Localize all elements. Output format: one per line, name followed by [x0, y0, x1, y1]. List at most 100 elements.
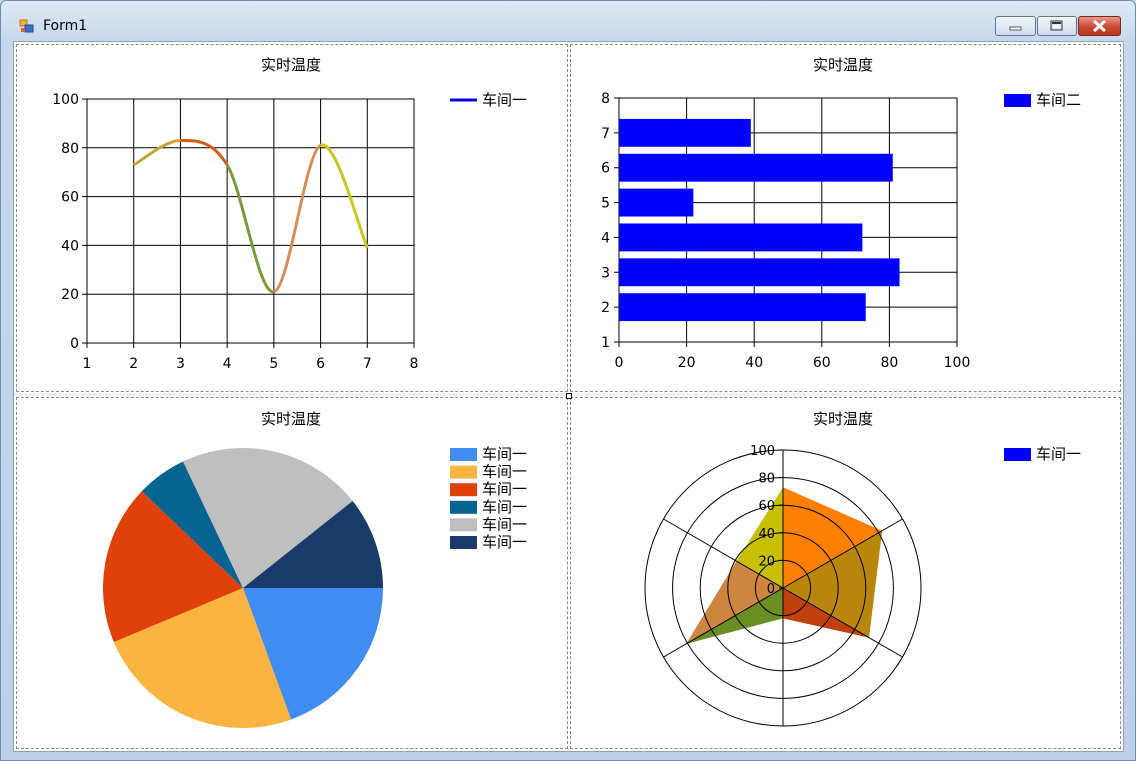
pie-slice [113, 588, 292, 728]
y-tick-label: 100 [52, 92, 79, 108]
x-tick-label: 20 [678, 355, 696, 371]
radial-tick-label: 40 [758, 527, 775, 542]
x-tick-label: 1 [83, 356, 92, 372]
legend-label: 车间一 [482, 463, 527, 481]
client-area: 实时温度 1 2 3 4 5 6 7 8 0 20 40 60 80 100 车间一 实时温度 0 20 40 60 8… [13, 41, 1124, 752]
bar-chart-panel: 实时温度 0 20 40 60 80 100 1 2 3 4 5 6 7 8 车间二 [570, 42, 1123, 393]
radial-tick-label: 80 [758, 472, 775, 487]
x-tick-label: 5 [269, 356, 278, 372]
pie-chart-panel: 实时温度 车间一 车间一 车间一 车间一 车间一 车间一 [14, 396, 569, 751]
legend-label: 车间一 [482, 515, 527, 533]
y-tick-label: 6 [601, 161, 610, 177]
pie-slice [102, 491, 243, 643]
plot-area [86, 98, 415, 344]
legend-label: 车间一 [482, 480, 527, 498]
x-tick-label: 100 [944, 355, 971, 371]
radar-area-segment [783, 530, 883, 638]
radar-spoke [663, 518, 784, 589]
radial-tick-label: 20 [758, 554, 775, 569]
y-tick-label: 7 [601, 126, 610, 142]
y-tick-label: 2 [601, 300, 610, 316]
radar-spoke [663, 587, 784, 658]
restore-button[interactable] [1037, 16, 1077, 36]
minimize-icon [1009, 26, 1022, 31]
radar-chart-panel: 实时温度 0 20 40 60 80 100 车间一 [570, 396, 1123, 751]
legend-label: 车间一 [482, 91, 527, 109]
legend-swatch [450, 465, 477, 479]
legend-swatch [1004, 94, 1031, 107]
pie-slice [243, 500, 383, 588]
legend-label: 车间一 [482, 445, 527, 463]
y-tick-label: 5 [601, 196, 610, 212]
series-line-segment [319, 143, 369, 249]
bar [619, 118, 751, 147]
close-button[interactable] [1078, 16, 1121, 36]
y-tick-label: 4 [601, 230, 610, 246]
legend-label: 车间一 [1036, 445, 1081, 463]
radar-area-segment [686, 561, 783, 644]
x-tick-label: 3 [176, 356, 185, 372]
legend-swatch [450, 483, 477, 497]
series-line-segment [272, 144, 322, 294]
legend-swatch [450, 500, 477, 514]
bar [619, 293, 866, 322]
splitter-grip[interactable] [566, 393, 572, 399]
minimize-button[interactable] [995, 16, 1036, 36]
radar-area-segment [783, 487, 883, 588]
chart-title: 实时温度 [261, 410, 321, 428]
series-line-segment [180, 138, 229, 166]
pie-slice [141, 461, 243, 588]
bar-chart: 实时温度 0 20 40 60 80 100 1 2 3 4 5 6 7 8 车间二 [601, 56, 1081, 371]
y-tick-label: 1 [601, 335, 610, 351]
y-tick-label: 3 [601, 265, 610, 281]
title-bar[interactable]: Form1 [1, 1, 1135, 41]
legend-swatch [450, 448, 477, 461]
y-tick-label: 20 [61, 287, 79, 303]
x-tick-label: 0 [615, 355, 624, 371]
legend-label: 车间一 [482, 498, 527, 516]
x-tick-label: 8 [410, 356, 419, 372]
x-tick-label: 60 [813, 355, 831, 371]
x-tick-label: 6 [316, 356, 325, 372]
x-tick-label: 2 [129, 356, 138, 372]
legend-label: 车间一 [482, 533, 527, 551]
radar-chart: 实时温度 0 20 40 60 80 100 车间一 [644, 410, 1081, 727]
pie-slice [183, 448, 353, 588]
legend-swatch [450, 536, 477, 549]
x-tick-label: 4 [223, 356, 232, 372]
y-tick-label: 40 [61, 238, 79, 254]
legend-swatch [450, 518, 477, 532]
x-tick-label: 7 [363, 356, 372, 372]
radial-tick-label: 100 [750, 444, 775, 459]
line-chart-panel: 实时温度 1 2 3 4 5 6 7 8 0 20 40 60 80 100 车间一 [14, 42, 569, 393]
bar [619, 188, 694, 217]
radar-spoke [782, 587, 903, 658]
legend-label: 车间二 [1036, 91, 1081, 109]
window-title: Form1 [43, 18, 88, 34]
x-tick-label: 80 [880, 355, 898, 371]
bar [619, 223, 863, 252]
y-tick-label: 8 [601, 91, 610, 107]
plot-area [618, 97, 958, 343]
y-tick-label: 80 [61, 141, 79, 157]
bar [619, 258, 900, 287]
y-tick-label: 0 [70, 336, 79, 352]
chart-title: 实时温度 [813, 56, 873, 74]
close-icon [1092, 19, 1107, 33]
radar-spoke [782, 518, 903, 589]
app-icon [19, 19, 34, 33]
x-tick-label: 40 [745, 355, 763, 371]
bar [619, 153, 893, 182]
legend-swatch [1004, 448, 1031, 461]
radial-tick-label: 60 [758, 499, 775, 514]
series-line-segment [132, 138, 181, 167]
restore-icon [1050, 20, 1063, 31]
radial-tick-label: 0 [767, 582, 775, 597]
chart-title: 实时温度 [813, 410, 873, 428]
series-line-segment [225, 164, 275, 294]
y-tick-label: 60 [61, 190, 79, 206]
pie-slice [243, 588, 383, 720]
